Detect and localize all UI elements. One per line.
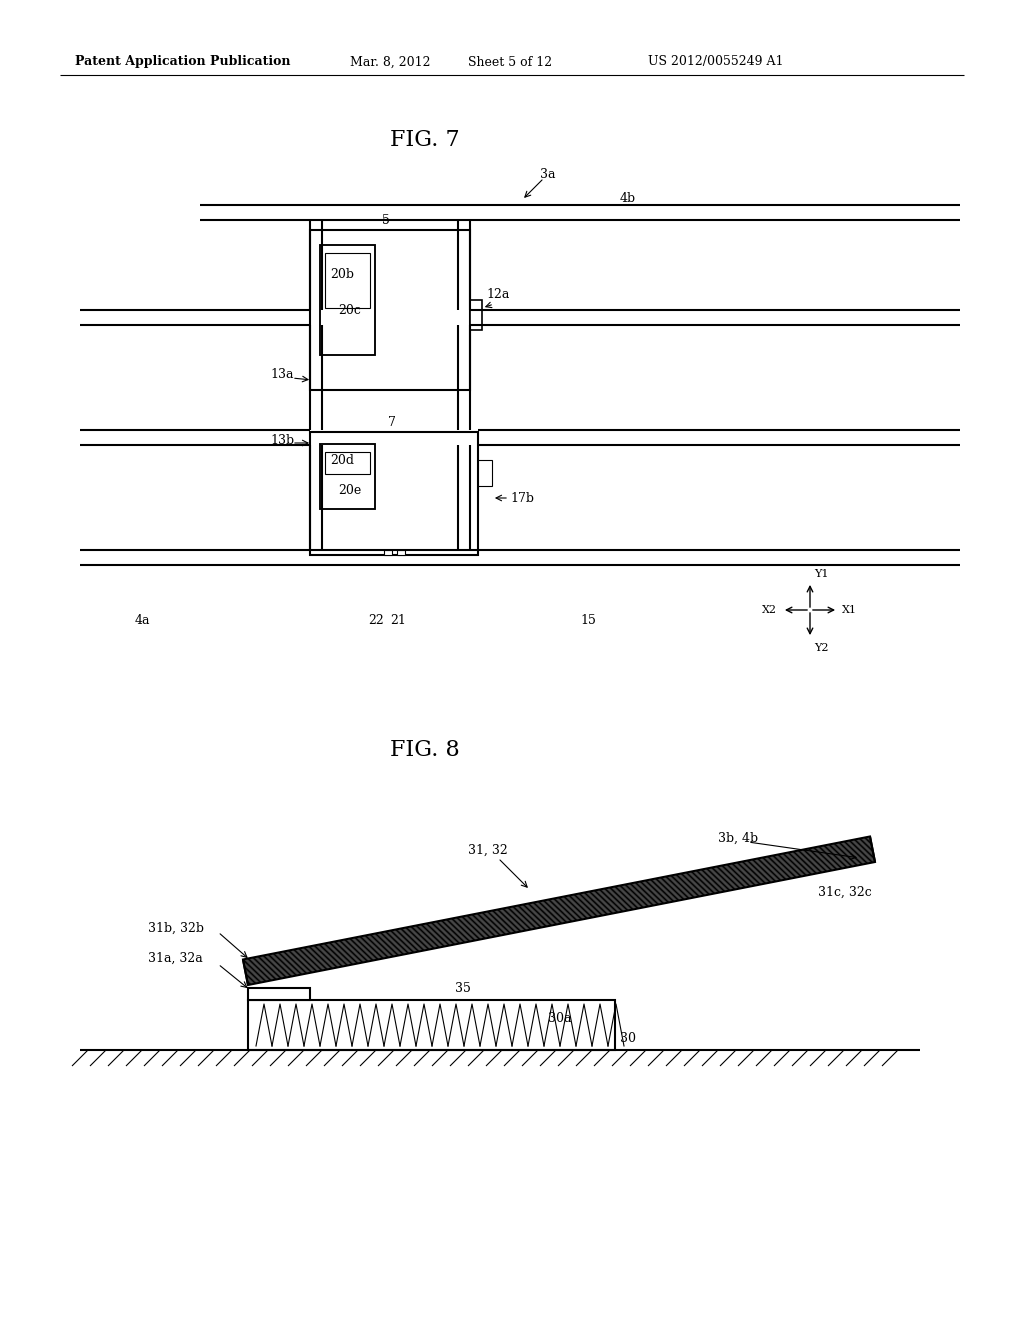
Bar — [384, 550, 392, 554]
Bar — [470, 300, 482, 330]
Text: 31, 32: 31, 32 — [468, 843, 508, 857]
Polygon shape — [243, 837, 874, 985]
Text: 22: 22 — [368, 614, 384, 627]
Bar — [248, 1001, 615, 1049]
Bar — [397, 550, 406, 554]
Text: 21: 21 — [390, 614, 406, 627]
Text: US 2012/0055249 A1: US 2012/0055249 A1 — [648, 55, 783, 69]
Bar — [478, 459, 492, 486]
Text: 13b: 13b — [270, 433, 294, 446]
Text: 20d: 20d — [330, 454, 354, 466]
Text: FIG. 8: FIG. 8 — [390, 739, 460, 762]
Text: 13a: 13a — [270, 368, 294, 381]
Text: 31b, 32b: 31b, 32b — [148, 921, 204, 935]
Text: Mar. 8, 2012: Mar. 8, 2012 — [350, 55, 430, 69]
Text: 12a: 12a — [486, 289, 509, 301]
Text: Y1: Y1 — [814, 569, 828, 579]
Text: X2: X2 — [762, 605, 777, 615]
Text: Sheet 5 of 12: Sheet 5 of 12 — [468, 55, 552, 69]
Text: 3b, 4b: 3b, 4b — [718, 832, 758, 845]
Text: 5: 5 — [382, 214, 390, 227]
Text: 20b: 20b — [330, 268, 354, 281]
Bar — [248, 987, 310, 1001]
Bar — [310, 230, 470, 389]
Text: 35: 35 — [455, 982, 471, 994]
Text: 30a: 30a — [548, 1011, 571, 1024]
Text: 20c: 20c — [338, 304, 360, 317]
Bar — [325, 451, 370, 474]
Text: 15: 15 — [580, 614, 596, 627]
Text: 31a, 32a: 31a, 32a — [148, 952, 203, 965]
Text: 30: 30 — [620, 1031, 636, 1044]
Bar — [325, 253, 370, 308]
Text: 4b: 4b — [620, 191, 636, 205]
Text: FIG. 7: FIG. 7 — [390, 129, 460, 150]
Text: 31c, 32c: 31c, 32c — [818, 886, 871, 899]
Bar — [319, 444, 375, 510]
Text: 7: 7 — [388, 416, 396, 429]
Text: 20e: 20e — [338, 483, 361, 496]
Text: 4a: 4a — [135, 614, 151, 627]
Bar — [310, 432, 478, 554]
Text: X1: X1 — [842, 605, 857, 615]
Text: Y2: Y2 — [814, 643, 828, 653]
Text: Patent Application Publication: Patent Application Publication — [75, 55, 291, 69]
Text: 3a: 3a — [540, 169, 555, 181]
Bar — [319, 246, 375, 355]
Text: 17b: 17b — [510, 491, 534, 504]
